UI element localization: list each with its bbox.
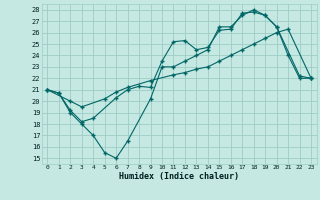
X-axis label: Humidex (Indice chaleur): Humidex (Indice chaleur)	[119, 172, 239, 181]
